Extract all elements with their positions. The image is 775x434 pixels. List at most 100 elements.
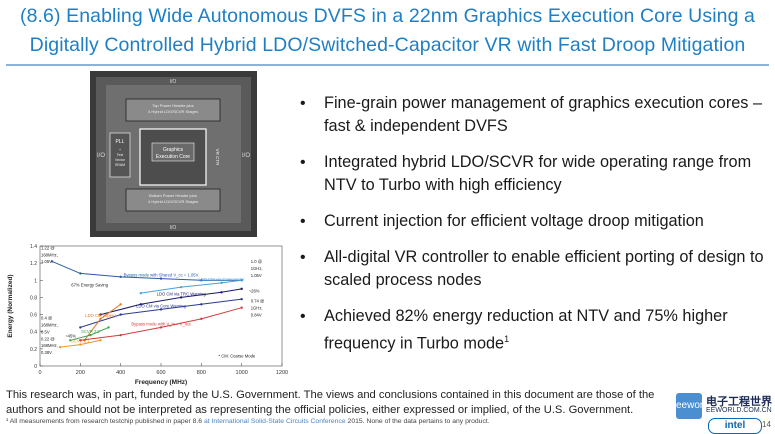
y-tick-label: 0.4 (30, 330, 37, 336)
series-line (140, 279, 242, 294)
chart-annotation: 168MHz, (41, 252, 58, 257)
die-io-bottom: I/O (170, 225, 177, 231)
series-point (99, 313, 102, 316)
die-pll-label: PLL (116, 139, 125, 145)
series-point (99, 317, 102, 321)
bullet-item: • Integrated hybrid LDO/SCVR for wide ope… (298, 151, 775, 197)
bullet-dot-icon: • (300, 154, 306, 171)
bullet-list: • Fine-grain power management of graphics… (298, 92, 775, 368)
chart-annotation: 0.22 @ (41, 336, 55, 341)
die-io-top: I/O (170, 79, 177, 85)
series-point (159, 326, 163, 329)
slide-title: (8.6) Enabling Wide Autonomous DVFS in a… (0, 2, 775, 60)
series-point (240, 306, 243, 309)
die-bottom-label-2: 4 Hybrid LDO/SCVR Stages (148, 199, 198, 204)
energy-frequency-chart: 0 0.2 0.4 0.6 0.8 1 1.2 1.4 0 200 400 600 800 1000 120… (0, 238, 290, 388)
series-point (200, 279, 203, 282)
series-point (58, 345, 62, 349)
x-tick-label: 600 (156, 370, 165, 376)
series-point (200, 303, 203, 306)
die-core-label-2: Execution Core (156, 154, 190, 160)
chart-annotation: 1.0 @ (251, 259, 262, 264)
watermark-line-1: 电子工程世界 (706, 396, 772, 408)
series-label: LDO CM via TRC Warning (157, 291, 207, 296)
footnote-text-end: 2015. None of the data pertains to any p… (347, 418, 490, 425)
bullet-dot-icon: • (300, 249, 306, 266)
series-label: Bypass mode with Shared V_cc = 1.05V (124, 273, 199, 278)
series-point (89, 333, 92, 337)
die-pll-sub-3: Vector (115, 158, 126, 162)
intel-logo: intel (708, 418, 762, 434)
series-point (159, 277, 163, 280)
series-label: Bypass mode with V_in = V_out (131, 321, 191, 326)
series-point (220, 281, 223, 285)
bullet-text: Integrated hybrid LDO/SCVR for wide oper… (324, 153, 752, 194)
series-point (50, 260, 54, 263)
series-point (79, 326, 82, 329)
y-tick-label: 0.2 (30, 347, 37, 353)
x-tick-label: 200 (76, 370, 85, 376)
bullet-item: • Fine-grain power management of graphics… (298, 92, 775, 138)
die-pll-sub-2: Test (117, 153, 123, 157)
chart-annotation: 0.38V (41, 350, 52, 355)
series-point (179, 285, 183, 289)
bullet-dot-icon: • (300, 213, 306, 230)
bullet-item: • Achieved 82% energy reduction at NTV an… (298, 305, 775, 355)
title-divider (6, 64, 769, 66)
bullet-text: Current injection for efficient voltage … (324, 212, 704, 230)
die-vr-ctrl-label: VR CTR (215, 149, 220, 167)
chart-annotation: 1GHz, (251, 305, 263, 310)
chart-annotation: * CM: Coarse Mode (218, 353, 255, 358)
die-photo: Top Power Header plus 4 Hybrid LDO/SCVR … (90, 71, 257, 237)
chart-annotation: 0.84V (251, 312, 262, 317)
series-point (119, 333, 122, 337)
chart-annotation: 1GHz, (251, 266, 263, 271)
bullet-dot-icon: • (300, 308, 306, 325)
x-tick-label: 400 (116, 370, 125, 376)
series-point (119, 275, 122, 279)
y-tick-label: 0 (34, 364, 37, 370)
die-bottom-label-1: Bottom Power Header plus (149, 193, 197, 198)
series-point (159, 308, 163, 311)
footnote: ¹ All measurements from research testchi… (6, 418, 706, 425)
series-point (119, 313, 122, 316)
y-tick-label: 0.8 (30, 295, 37, 301)
die-io-left: I/O (97, 153, 105, 159)
bullet-text: Achieved 82% energy reduction at NTV and… (324, 307, 728, 353)
series-label: SCVR 3:2 (81, 329, 100, 334)
chart-annotation: ~45% (65, 334, 76, 339)
y-tick-label: 1.2 (30, 261, 37, 267)
series-point (139, 291, 143, 295)
series-label: LDO CM via Comparator (198, 277, 245, 282)
series-point (99, 339, 102, 342)
series-point (119, 303, 122, 306)
funding-disclaimer: This research was, in part, funded by th… (6, 389, 655, 416)
series-label: LDO CM via Core Warning (136, 303, 186, 308)
chart-annotation: 67% Energy Saving (71, 282, 108, 287)
x-tick-label: 1200 (276, 370, 288, 376)
eeworld-logo-icon: eeworld (676, 393, 711, 419)
die-top-label-1: Top Power Header plus (152, 103, 194, 108)
y-axis-label: Energy (Normalized) (7, 274, 14, 337)
footnote-link[interactable]: at International Solid-State Circuits Co… (203, 418, 346, 425)
series-point (79, 343, 82, 346)
die-core-label-1: Graphics (163, 147, 184, 153)
chart-annotation: 0.5V (41, 329, 50, 334)
chart-annotation: 0.74 @ (251, 299, 265, 304)
die-io-right: I/O (242, 153, 250, 159)
series-point (69, 339, 72, 342)
y-tick-label: 1.4 (30, 244, 37, 250)
bullet-item: • All-digital VR controller to enable eff… (298, 246, 775, 292)
chart-annotation: 1.05V (251, 273, 262, 278)
series-point (79, 339, 82, 342)
series-point (240, 287, 243, 291)
die-pll-sub-1: + (119, 148, 121, 152)
series-point (79, 272, 82, 275)
slide-title-line-2: Digitally Controlled Hybrid LDO/Switched… (29, 34, 746, 56)
chart-annotation: 0.4 @ (41, 316, 52, 321)
series-point (179, 296, 183, 299)
series-point (220, 291, 223, 294)
bullet-superscript: 1 (504, 334, 510, 344)
chart-annotation: 1.22 @ (41, 245, 55, 250)
slide-title-line-1: (8.6) Enabling Wide Autonomous DVFS in a… (20, 5, 755, 27)
